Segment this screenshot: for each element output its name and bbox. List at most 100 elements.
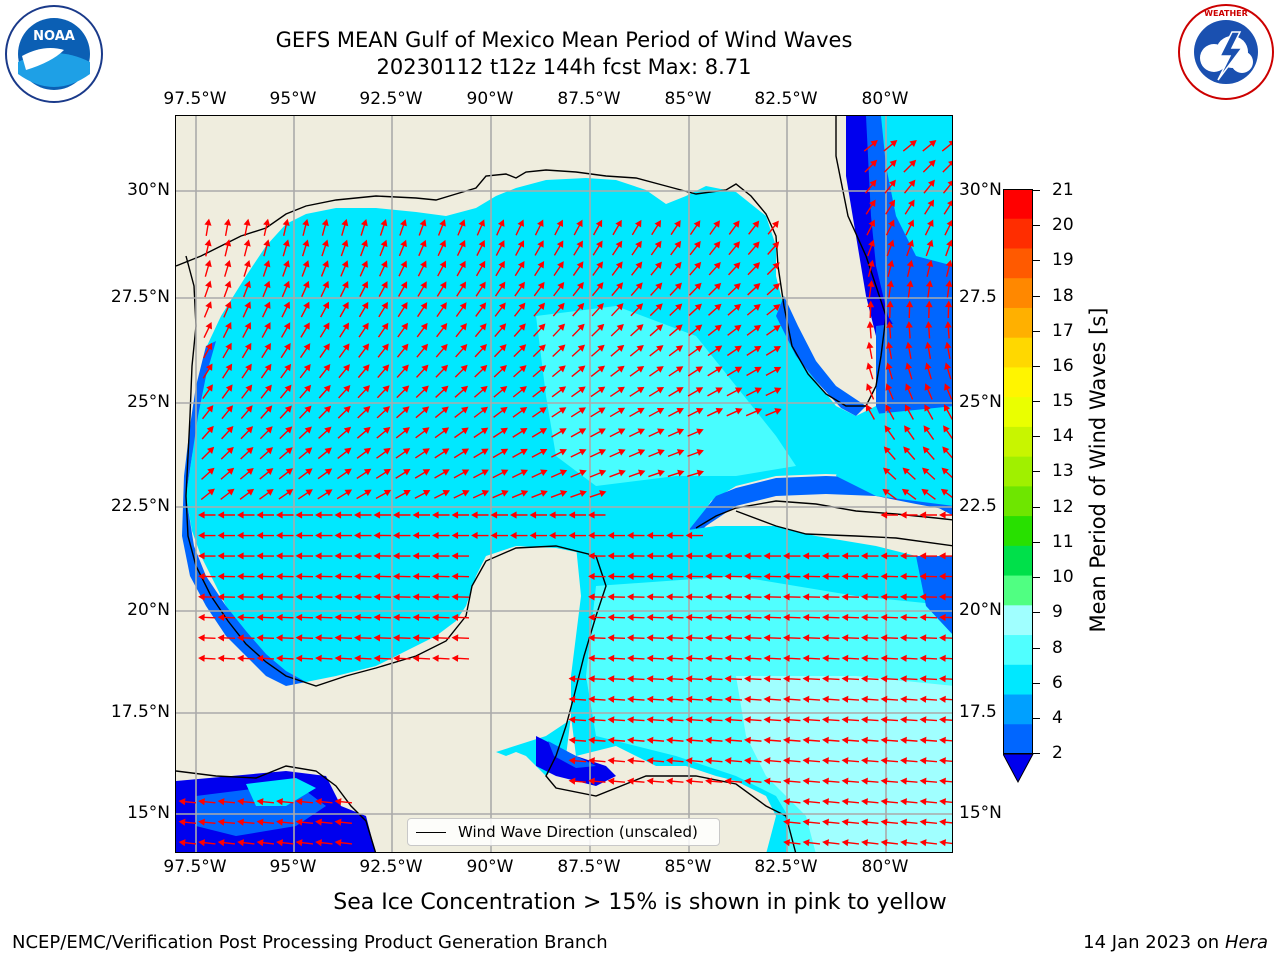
wave-direction-arrow: [340, 260, 349, 277]
wave-direction-arrow: [588, 613, 606, 621]
wave-direction-arrow: [922, 159, 936, 173]
lon-tick-top: 95°W: [269, 89, 317, 109]
wave-direction-arrow: [204, 280, 212, 298]
wave-direction-arrow: [376, 385, 390, 399]
lat-tick-left: 27.5°N: [110, 287, 170, 307]
wave-direction-arrow: [398, 281, 408, 297]
wave-direction-arrow: [417, 302, 428, 318]
wave-direction-arrow: [592, 261, 604, 276]
wave-direction-arrow: [666, 777, 684, 785]
wave-direction-arrow: [237, 572, 255, 581]
wave-direction-arrow: [588, 695, 606, 703]
wave-direction-arrow: [243, 259, 251, 277]
wave-direction-arrow: [533, 323, 546, 337]
wave-direction-arrow: [939, 552, 952, 560]
wave-direction-arrow: [689, 261, 702, 276]
wave-direction-arrow: [319, 364, 331, 379]
wave-direction-arrow: [412, 634, 431, 642]
wave-direction-arrow: [883, 159, 897, 173]
wave-direction-arrow: [533, 281, 545, 297]
wave-direction-arrow: [646, 757, 665, 765]
wave-direction-arrow: [724, 572, 743, 581]
wave-direction-arrow: [259, 488, 274, 500]
wave-direction-arrow: [880, 777, 899, 785]
wave-direction-arrow: [666, 695, 684, 703]
wave-direction-arrow: [496, 219, 505, 236]
wave-direction-arrow: [549, 511, 567, 519]
wave-direction-arrow: [900, 593, 918, 601]
wave-direction-arrow: [224, 218, 232, 236]
wave-direction-arrow: [334, 531, 353, 540]
wave-direction-arrow: [627, 777, 645, 785]
wave-direction-arrow: [237, 613, 255, 621]
wave-direction-arrow: [726, 345, 742, 357]
wave-direction-arrow: [900, 675, 918, 683]
wave-direction-arrow: [588, 716, 606, 724]
colorbar-tick-mark: [1033, 507, 1040, 508]
lon-tick-bottom: 80°W: [861, 857, 909, 877]
wave-direction-arrow: [942, 180, 952, 194]
wave-direction-arrow: [610, 365, 625, 377]
wave-direction-arrow: [588, 531, 606, 540]
wave-direction-arrow: [475, 260, 486, 277]
wave-direction-arrow: [841, 552, 860, 560]
wave-direction-arrow: [630, 303, 644, 317]
us-gulf-coast: [176, 116, 887, 407]
wave-direction-arrow: [687, 387, 704, 397]
wave-direction-arrow: [866, 341, 874, 359]
wave-direction-arrow: [455, 343, 468, 358]
wave-direction-arrow: [298, 405, 312, 419]
colorbar-label: Mean Period of Wind Waves [s]: [1086, 307, 1110, 633]
wave-direction-arrow: [493, 365, 507, 378]
colorbar-tick-mark: [1033, 436, 1040, 437]
wave-direction-arrow: [746, 303, 761, 316]
wave-direction-arrow: [256, 531, 275, 540]
colorbar-segment: [1003, 397, 1033, 428]
wave-direction-arrow: [882, 488, 897, 500]
wave-direction-arrow: [453, 490, 470, 499]
wave-direction-arrow: [590, 407, 606, 418]
wave-direction-arrow: [588, 511, 606, 519]
colorbar: [1002, 189, 1034, 784]
wave-direction-arrow: [627, 757, 645, 765]
wave-direction-arrow: [451, 572, 470, 581]
colorbar-segment: [1003, 694, 1033, 725]
florida-straits-cyan: [836, 406, 952, 506]
wave-direction-arrow: [434, 448, 450, 459]
wave-direction-arrow: [802, 736, 821, 744]
wave-direction-arrow: [357, 405, 371, 419]
wave-direction-arrow: [217, 798, 236, 806]
wave-direction-arrow: [217, 572, 236, 581]
wave-direction-arrow: [451, 654, 470, 662]
wave-direction-arrow: [765, 345, 782, 356]
wave-direction-arrow: [919, 511, 938, 519]
wave-direction-arrow: [570, 428, 587, 438]
wave-direction-arrow: [802, 757, 821, 765]
wave-direction-arrow: [432, 593, 450, 601]
wave-direction-arrow: [476, 219, 485, 236]
wave-direction-arrow: [666, 593, 684, 601]
wave-direction-arrow: [744, 716, 762, 724]
wave-direction-arrow: [178, 839, 197, 847]
wave-direction-arrow: [919, 716, 938, 724]
wave-direction-arrow: [514, 260, 525, 277]
wave-direction-arrow: [531, 469, 548, 478]
wave-direction-arrow: [861, 818, 879, 826]
wave-direction-arrow: [552, 344, 566, 357]
wave-direction-arrow: [765, 366, 782, 376]
wave-direction-arrow: [744, 552, 762, 560]
wave-direction-arrow: [256, 572, 275, 581]
wave-direction-arrow: [398, 239, 407, 257]
wave-direction-arrow: [880, 695, 899, 703]
wave-direction-arrow: [939, 757, 952, 765]
wave-direction-arrow: [900, 695, 918, 703]
colorbar-tick-mark: [1033, 683, 1040, 684]
wave-direction-arrow: [414, 489, 431, 499]
wave-direction-arrow: [276, 531, 294, 540]
wave-direction-arrow: [919, 572, 938, 581]
wave-direction-arrow: [276, 572, 294, 581]
wave-direction-arrow: [841, 613, 860, 621]
wave-direction-arrow: [239, 488, 255, 500]
wave-direction-arrow: [939, 613, 952, 621]
wave-direction-arrow: [396, 406, 410, 419]
